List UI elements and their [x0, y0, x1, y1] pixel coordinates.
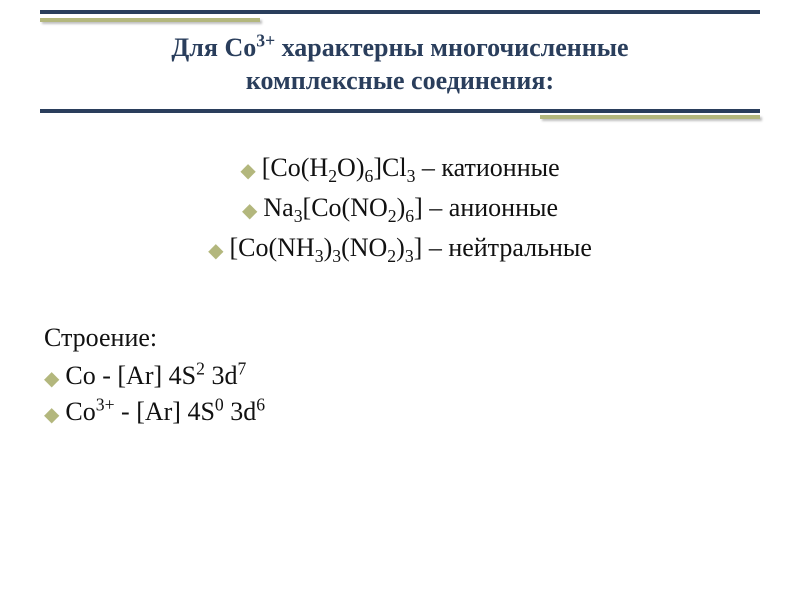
top-rule-group	[40, 10, 760, 24]
title-line1-pre: Для Co	[171, 33, 256, 62]
content-area: ◆[Co(H2O)6]Cl3 – катионные ◆Na3[Co(NO2)6…	[40, 123, 760, 427]
list-item-text: [Co(NH3)3(NO2)3] – нейтральные	[230, 233, 592, 262]
bullet-icon: ◆	[44, 368, 59, 390]
top-dark-rule	[40, 10, 760, 14]
list-item: ◆ [Co(NH3)3(NO2)3] – нейтральные	[40, 233, 760, 273]
list-item-text: Co - [Ar] 4S2 3d7	[65, 361, 246, 390]
title-line1-sup: 3+	[256, 30, 275, 50]
list-item-text: [Co(H2O)6]Cl3 – катионные	[262, 153, 560, 182]
bullet-icon: ◆	[208, 240, 223, 262]
title-line1-post: характерны многочисленные	[275, 33, 628, 62]
under-olive-rule	[540, 115, 760, 119]
list-item-text: Na3[Co(NO2)6] – анионные	[263, 193, 558, 222]
left-heading: Строение:	[44, 323, 760, 353]
list-item: ◆ Co3+ - [Ar] 4S0 3d6	[44, 397, 760, 427]
bullet-icon: ◆	[242, 200, 257, 222]
under-dark-rule	[40, 109, 760, 113]
under-rule-group	[40, 109, 760, 123]
top-olive-rule	[40, 18, 260, 22]
title-line2: комплексные соединения:	[246, 66, 554, 95]
center-bullet-list: ◆[Co(H2O)6]Cl3 – катионные ◆Na3[Co(NO2)6…	[40, 153, 760, 273]
slide: Для Co3+ характерны многочисленные компл…	[0, 0, 800, 600]
left-section: Строение: ◆ Co - [Ar] 4S2 3d7 ◆ Co3+ - [Ar…	[40, 323, 760, 427]
bullet-icon: ◆	[44, 404, 59, 426]
slide-title: Для Co3+ характерны многочисленные компл…	[40, 32, 760, 107]
list-item: ◆ Na3[Co(NO2)6] – анионные	[40, 193, 760, 233]
list-item: ◆ [Co(H2O)6]Cl3 – катионные	[40, 153, 760, 193]
list-item-text: Co3+ - [Ar] 4S0 3d6	[65, 397, 265, 426]
list-item: ◆ Co - [Ar] 4S2 3d7	[44, 361, 760, 391]
bullet-icon: ◆	[240, 160, 255, 182]
